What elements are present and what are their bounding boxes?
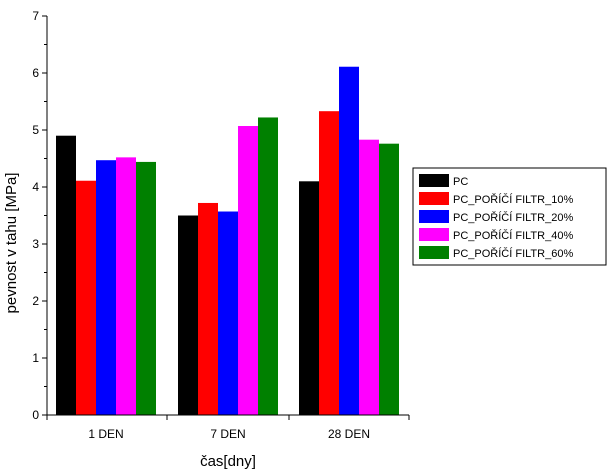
y-tick-label: 6 — [32, 66, 39, 80]
y-tick-label: 3 — [32, 237, 39, 251]
legend-label: PC — [453, 176, 468, 188]
x-tick-label: 7 DEN — [210, 427, 245, 441]
y-tick-label: 1 — [32, 351, 39, 365]
legend-swatch — [419, 174, 449, 187]
legend-swatch — [419, 228, 449, 241]
x-axis-title: čas[dny] — [200, 453, 256, 470]
bars-group — [56, 66, 399, 416]
x-tick-label: 1 DEN — [88, 427, 123, 441]
bar-4-7-den — [238, 126, 258, 415]
y-tick-label: 2 — [32, 294, 39, 308]
axes-group: 0 1 2 3 4 5 6 7 1 DEN 7 DEN 28 DEN — [32, 9, 410, 441]
legend-swatch — [419, 192, 449, 205]
bar-1-28-den — [299, 181, 319, 415]
bar-4-1-den — [116, 157, 136, 416]
bar-2-7-den — [198, 202, 218, 415]
legend-label: PC_POŘÍČÍ FILTR_40% — [453, 229, 573, 242]
bar-5-7-den — [258, 117, 278, 416]
y-tick-label: 5 — [32, 123, 39, 137]
bar-1-7-den — [178, 215, 198, 415]
bar-5-28-den — [379, 143, 399, 415]
legend-swatch — [419, 210, 449, 223]
bar-4-28-den — [359, 139, 379, 415]
bar-3-28-den — [339, 66, 359, 415]
bar-1-1-den — [56, 135, 76, 415]
bar-2-1-den — [76, 180, 96, 415]
bar-2-28-den — [319, 111, 339, 415]
legend-label: PC_POŘÍČÍ FILTR_10% — [453, 193, 573, 206]
legend: PC PC_POŘÍČÍ FILTR_10% PC_POŘÍČÍ FILTR_20%… — [412, 167, 607, 266]
legend-label: PC_POŘÍČÍ FILTR_20% — [453, 211, 573, 224]
y-tick-label: 7 — [32, 9, 39, 23]
y-tick-label: 4 — [32, 180, 39, 194]
x-tick-label: 28 DEN — [328, 427, 370, 441]
y-tick-label: 0 — [32, 408, 39, 422]
y-axis-title: pevnost v tahu [MPa] — [3, 173, 20, 314]
legend-swatch — [419, 246, 449, 259]
legend-label: PC_POŘÍČÍ FILTR_60% — [453, 247, 573, 260]
bar-3-7-den — [218, 211, 238, 415]
bar-3-1-den — [96, 160, 116, 415]
bar-5-1-den — [136, 161, 156, 415]
